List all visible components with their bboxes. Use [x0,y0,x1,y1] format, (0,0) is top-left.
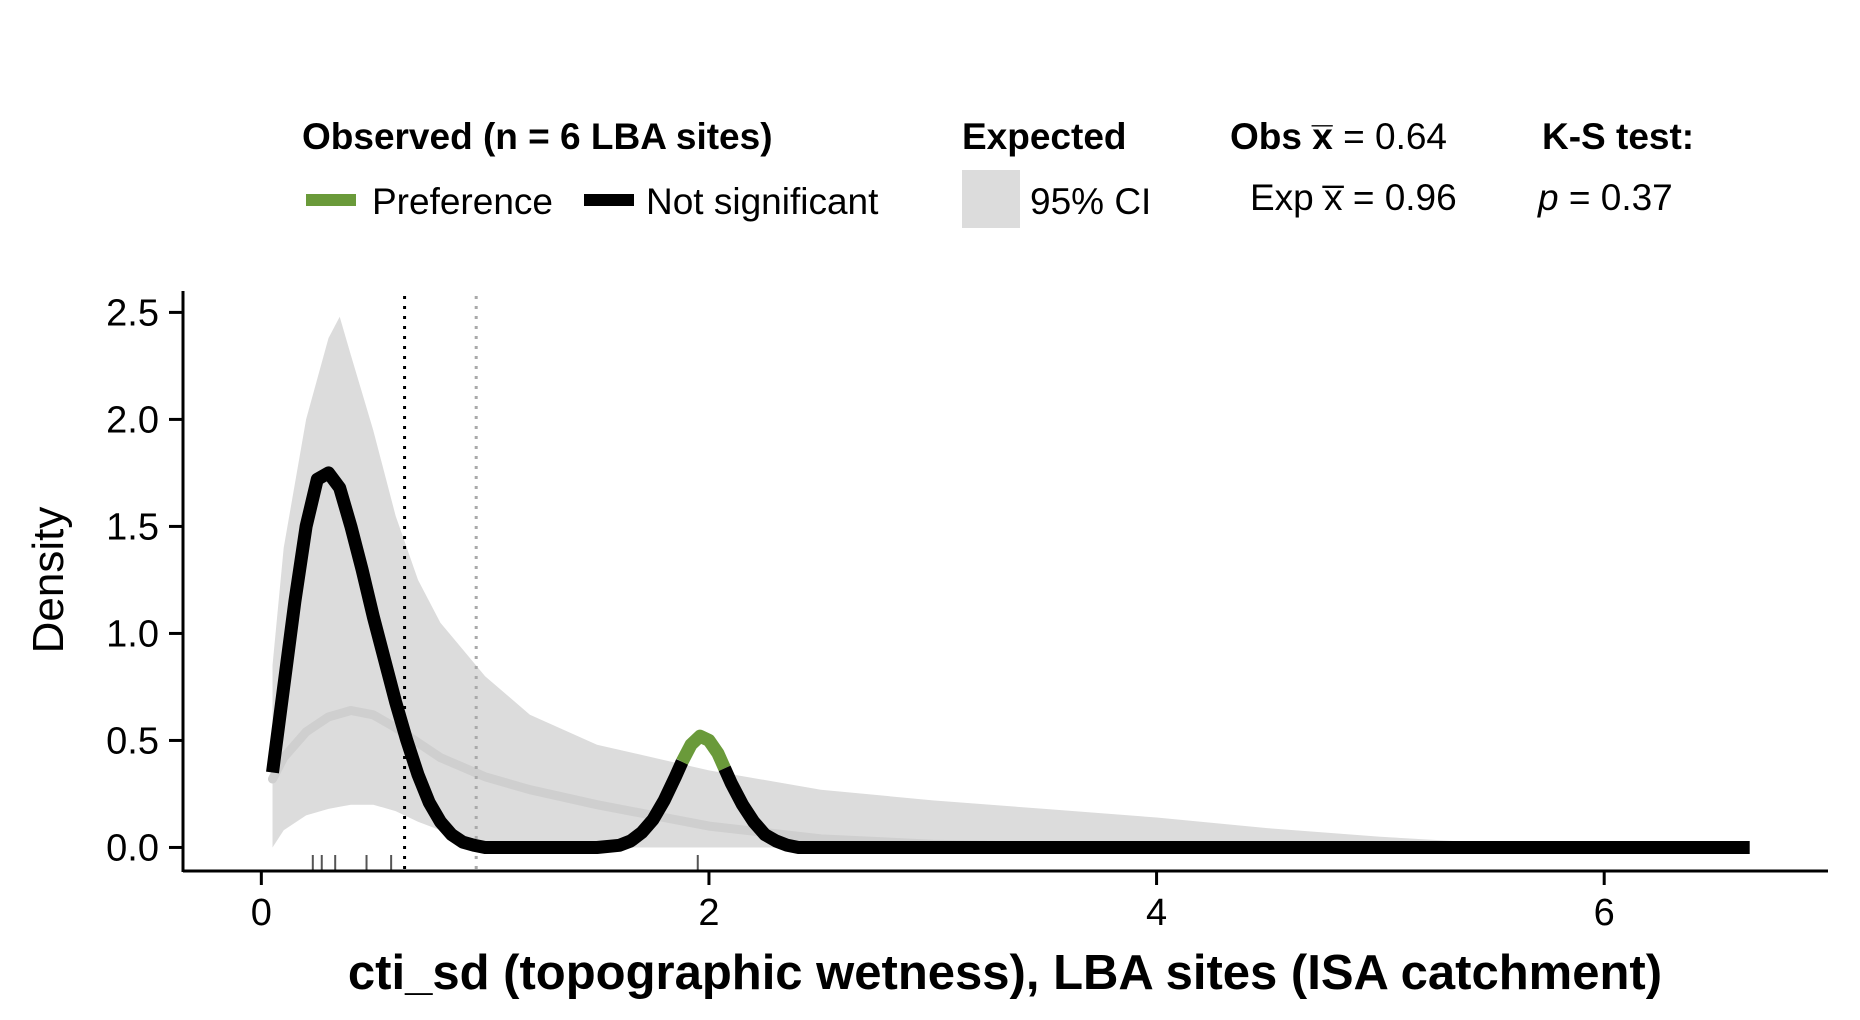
x-axis-label: cti_sd (topographic wetness), LBA sites … [348,946,1662,1000]
legend: Observed (n = 6 LBA sites) Preference No… [302,116,1694,228]
axes: 0 2 4 6 0.0 0.5 1.0 1.5 2.0 2.5 [106,291,1828,934]
x-tick-label-1: 2 [698,892,719,934]
legend-observed-title: Observed (n = 6 LBA sites) [302,116,773,157]
y-tick-label-2: 1.0 [106,613,159,655]
legend-not-significant-swatch [584,194,634,206]
ci-band-layer [272,316,1672,848]
legend-exp-mean: Exp x̅ = 0.96 [1250,177,1457,218]
legend-preference-label: Preference [372,181,553,222]
x-tick-label-0: 0 [251,892,272,934]
ks-p-symbol: p [1537,177,1559,218]
legend-ci-label: 95% CI [1030,181,1151,222]
y-tick-label-5: 2.5 [106,292,159,334]
observed-series-layer [266,466,1750,854]
x-tick-label-2: 4 [1146,892,1167,934]
x-tick-label-3: 6 [1594,892,1615,934]
legend-preference-swatch [306,194,356,206]
y-tick-label-4: 2.0 [106,399,159,441]
not-significant-series-line-2 [718,765,1750,854]
rug-layer [311,855,699,871]
legend-ks-p: p = 0.37 [1537,177,1673,218]
ci-band [272,316,1672,848]
y-tick-label-3: 1.5 [106,506,159,548]
legend-expected-title: Expected [962,116,1127,157]
legend-ci-swatch [962,170,1020,228]
y-tick-label-0: 0.0 [106,827,159,869]
preference-series-line-1 [676,729,731,771]
ks-p-value: = 0.37 [1559,177,1673,218]
x-ticks: 0 2 4 6 [251,871,1615,934]
y-ticks: 0.0 0.5 1.0 1.5 2.0 2.5 [106,292,183,869]
y-tick-label-1: 0.5 [106,720,159,762]
legend-not-significant-label: Not significant [646,181,879,222]
legend-ks-title: K-S test: [1542,116,1694,157]
not-significant-series-line-0 [266,466,689,854]
legend-obs-mean: Obs x̅ = 0.64 [1230,116,1447,157]
y-axis-label: Density [24,507,73,654]
expected-mean-layer [268,706,1162,852]
expected-mean-curve [268,706,1162,852]
